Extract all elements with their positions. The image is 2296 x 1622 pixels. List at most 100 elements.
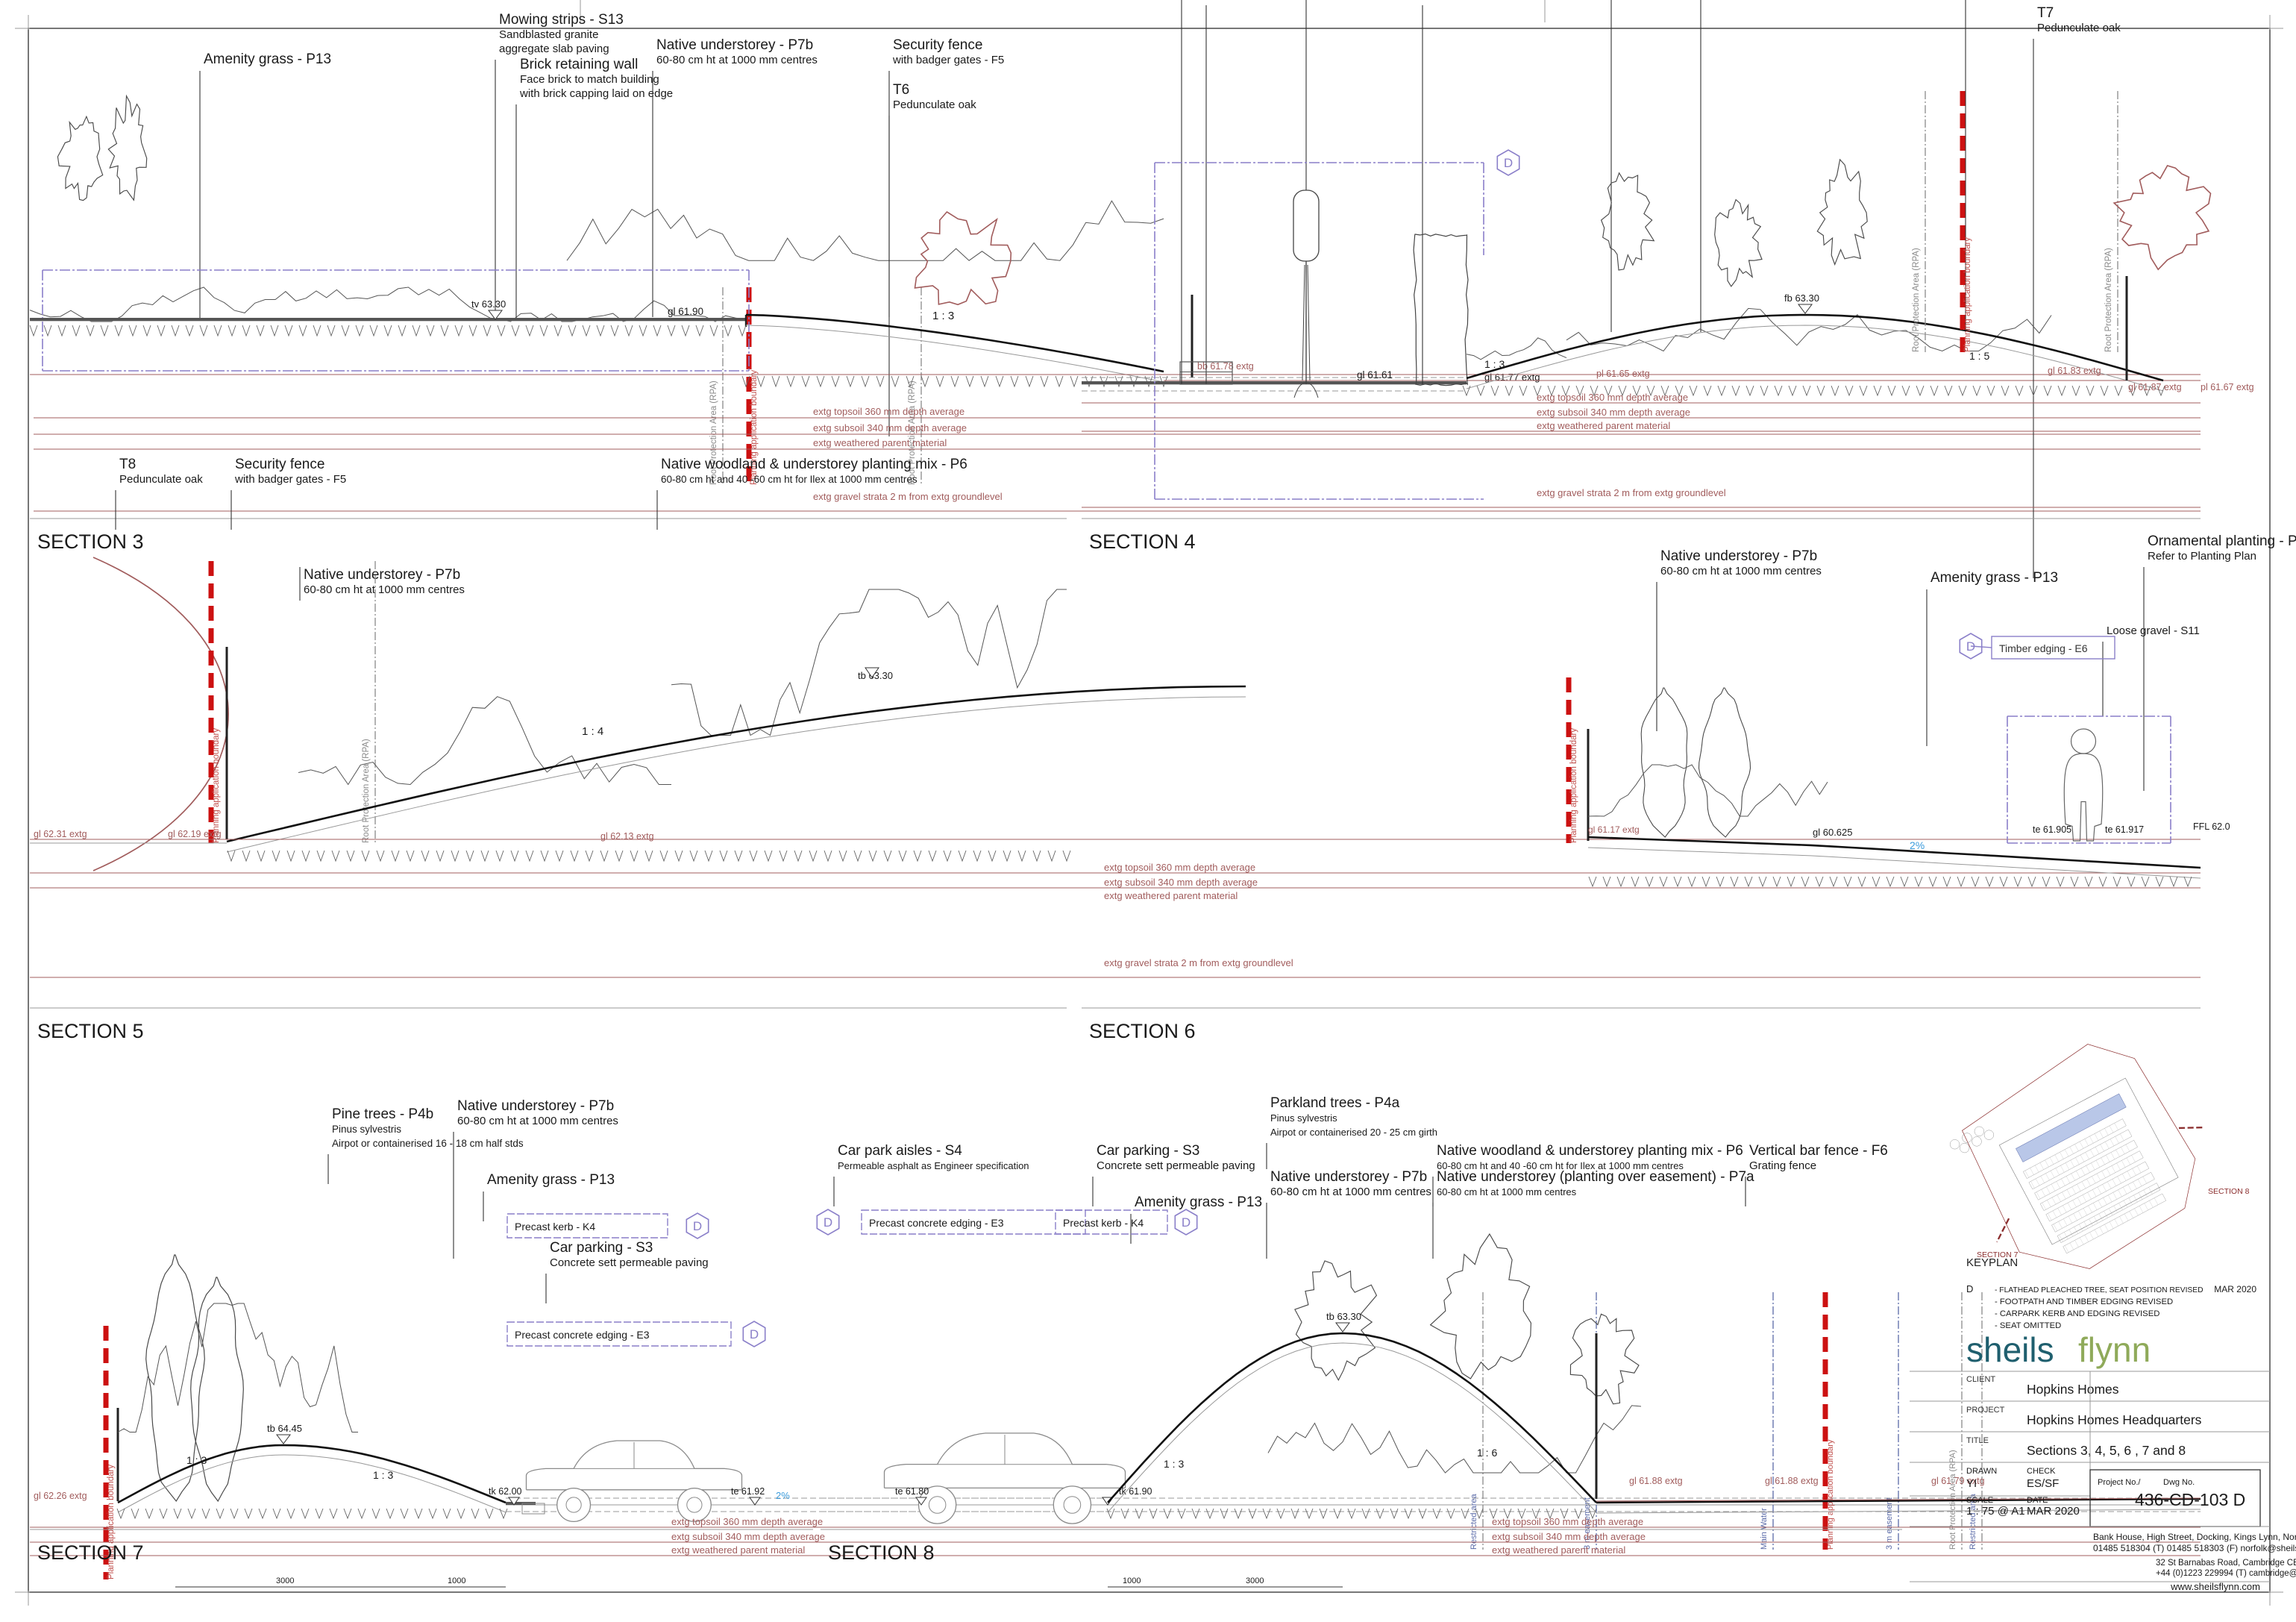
svg-text:SECTION 8: SECTION 8	[828, 1541, 935, 1564]
svg-text:60-80 cm ht and 40 -60 cm ht f: 60-80 cm ht and 40 -60 cm ht for Ilex at…	[661, 474, 918, 485]
svg-text:Ornamental planting - P9: Ornamental planting - P9	[2148, 533, 2296, 549]
svg-text:Root Protection Area (RPA): Root Protection Area (RPA)	[2104, 248, 2113, 352]
svg-text:Pedunculate oak: Pedunculate oak	[2037, 22, 2121, 34]
svg-text:Native understorey (planting o: Native understorey (planting over easeme…	[1437, 1169, 1754, 1185]
svg-text:1 : 3: 1 : 3	[1484, 358, 1505, 370]
svg-text:Pine trees - P4b: Pine trees - P4b	[332, 1106, 433, 1122]
svg-text:with badger gates - F5: with badger gates - F5	[892, 54, 1004, 66]
svg-text:extg topsoil 360 mm depth aver: extg topsoil 360 mm depth average	[813, 406, 964, 417]
svg-text:Concrete sett permeable paving: Concrete sett permeable paving	[550, 1256, 709, 1269]
svg-text:gl 61.88 extg: gl 61.88 extg	[1765, 1476, 1819, 1486]
svg-text:Hopkins Homes: Hopkins Homes	[2027, 1382, 2119, 1397]
svg-text:SECTION 4: SECTION 4	[1089, 530, 1196, 553]
svg-text:Root Protection Area (RPA): Root Protection Area (RPA)	[362, 739, 371, 843]
svg-text:Face brick to match building: Face brick to match building	[520, 73, 659, 86]
svg-text:gl 62.13 extg: gl 62.13 extg	[600, 831, 654, 842]
svg-text:flynn: flynn	[2078, 1330, 2151, 1369]
svg-text:te 61.905: te 61.905	[2033, 824, 2071, 835]
svg-text:Car park aisles - S4: Car park aisles - S4	[838, 1143, 962, 1159]
svg-text:www.sheilsflynn.com: www.sheilsflynn.com	[2170, 1581, 2260, 1592]
svg-text:pl 61.67 extg: pl 61.67 extg	[2201, 382, 2254, 392]
svg-text:TITLE: TITLE	[1966, 1436, 1989, 1445]
svg-text:1 : 6: 1 : 6	[1477, 1447, 1497, 1459]
svg-text:Planning application boundary: Planning application boundary	[1963, 237, 1972, 352]
svg-text:D: D	[1504, 156, 1513, 170]
svg-text:SCALE: SCALE	[1966, 1496, 1993, 1505]
svg-text:Car parking - S3: Car parking - S3	[550, 1240, 653, 1256]
svg-text:1 : 75 @ A1: 1 : 75 @ A1	[1966, 1505, 2025, 1518]
svg-text:pl 61.65 extg: pl 61.65 extg	[1596, 369, 1650, 379]
svg-text:Pinus sylvestris: Pinus sylvestris	[1270, 1112, 1337, 1124]
svg-text:Sections 3, 4, 5, 6 , 7 and 8: Sections 3, 4, 5, 6 , 7 and 8	[2027, 1443, 2186, 1458]
svg-text:MAR 2020: MAR 2020	[2027, 1505, 2080, 1518]
svg-text:gl 62.31 extg: gl 62.31 extg	[34, 829, 87, 839]
svg-text:te 61.80: te 61.80	[895, 1486, 929, 1497]
svg-text:Native understorey - P7b: Native understorey - P7b	[304, 567, 460, 583]
svg-text:SECTION 7: SECTION 7	[37, 1541, 144, 1564]
svg-text:gl 60.625: gl 60.625	[1813, 827, 1853, 838]
svg-text:extg subsoil 340 mm depth aver: extg subsoil 340 mm depth average	[1492, 1531, 1646, 1542]
svg-text:D: D	[1182, 1215, 1191, 1230]
svg-text:Restricted area: Restricted area	[1469, 1494, 1478, 1550]
svg-text:T8: T8	[119, 457, 136, 472]
svg-text:60-80 cm ht at 1000 mm centres: 60-80 cm ht at 1000 mm centres	[1437, 1186, 1577, 1197]
svg-text:Native woodland & understorey: Native woodland & understorey planting m…	[661, 457, 967, 472]
svg-text:aggregate slab paving: aggregate slab paving	[499, 43, 609, 55]
svg-text:D: D	[693, 1219, 702, 1233]
svg-text:with badger gates - F5: with badger gates - F5	[234, 473, 346, 486]
svg-text:KEYPLAN: KEYPLAN	[1966, 1256, 2018, 1269]
svg-text:- FLATHEAD PLEACHED TREE, SEAT: - FLATHEAD PLEACHED TREE, SEAT POSITION …	[1995, 1286, 2204, 1294]
svg-text:Amenity grass - P13: Amenity grass - P13	[204, 51, 331, 67]
svg-text:extg topsoil 360 mm depth aver: extg topsoil 360 mm depth average	[671, 1516, 823, 1527]
svg-text:Native understorey - P7b: Native understorey - P7b	[457, 1098, 614, 1114]
svg-text:32 St Barnabas Road, Cambridge: 32 St Barnabas Road, Cambridge CB1 2DZ	[2156, 1559, 2296, 1568]
svg-text:Native understorey - P7b: Native understorey - P7b	[1270, 1169, 1427, 1185]
svg-text:+44 (0)1223 229994 (T) cambr: +44 (0)1223 229994 (T) cambridge@sheilsf…	[2156, 1569, 2296, 1578]
svg-text:- CARPARK KERB AND EDGING REVI: - CARPARK KERB AND EDGING REVISED	[1995, 1309, 2159, 1318]
svg-text:tv 63.30: tv 63.30	[471, 298, 506, 310]
svg-text:D: D	[750, 1327, 759, 1341]
svg-text:Airpot or containerised 20 - 2: Airpot or containerised 20 - 25 cm girth	[1270, 1127, 1437, 1138]
svg-text:Ilex aquifolium Alaska: Ilex aquifolium Alaska	[1426, 0, 1534, 1]
svg-text:Mowing strips - S13: Mowing strips - S13	[499, 12, 624, 28]
svg-text:Planning application boundary: Planning application boundary	[212, 728, 221, 843]
svg-text:D: D	[1966, 1283, 1973, 1294]
svg-text:Security fence: Security fence	[235, 457, 324, 472]
svg-text:1 : 3: 1 : 3	[373, 1469, 393, 1481]
svg-text:Precast kerb - K4: Precast kerb - K4	[515, 1221, 595, 1233]
svg-text:SECTION 8: SECTION 8	[2208, 1187, 2250, 1196]
svg-text:Native woodland & understorey: Native woodland & understorey planting m…	[1437, 1143, 1743, 1159]
svg-text:1 : 5: 1 : 5	[1969, 350, 1989, 362]
svg-text:extg subsoil 340 mm depth aver: extg subsoil 340 mm depth average	[1104, 877, 1258, 888]
svg-text:gl 61.17 extg: gl 61.17 extg	[1588, 824, 1640, 835]
svg-text:Car parking - S3: Car parking - S3	[1097, 1143, 1199, 1159]
svg-text:T7: T7	[2037, 5, 2054, 21]
svg-text:Limestone seating: Limestone seating	[1210, 0, 1301, 1]
svg-text:Refer to Planting Plan: Refer to Planting Plan	[2148, 550, 2256, 563]
svg-text:Timber edging - E6: Timber edging - E6	[1999, 642, 2088, 654]
svg-text:gl 61.88 extg: gl 61.88 extg	[1629, 1476, 1683, 1486]
svg-text:- SEAT OMITTED: - SEAT OMITTED	[1995, 1321, 2061, 1330]
svg-text:1 : 3: 1 : 3	[186, 1454, 207, 1466]
svg-text:1 : 3: 1 : 3	[932, 310, 954, 322]
svg-text:Amenity grass - P13: Amenity grass - P13	[1930, 570, 2058, 586]
svg-text:MAR 2020: MAR 2020	[2214, 1284, 2256, 1294]
svg-text:gl 62.19 extg: gl 62.19 extg	[168, 829, 222, 839]
svg-text:bb 61.78 extg: bb 61.78 extg	[1197, 361, 1254, 372]
svg-text:gl 61.87 extg: gl 61.87 extg	[2128, 382, 2182, 392]
svg-text:2%: 2%	[1910, 839, 1925, 851]
svg-text:gl 62.26 extg: gl 62.26 extg	[34, 1491, 87, 1501]
svg-text:Loose gravel - S11: Loose gravel - S11	[2107, 624, 2200, 637]
svg-text:Amenity grass - P13: Amenity grass - P13	[1135, 1194, 1262, 1210]
svg-text:60-80 cm ht at 1000 mm centres: 60-80 cm ht at 1000 mm centres	[656, 54, 818, 66]
svg-text:Pinus sylvestris: Pinus sylvestris	[332, 1124, 401, 1135]
svg-text:ES/SF: ES/SF	[2027, 1477, 2059, 1490]
svg-text:FFL 62.0: FFL 62.0	[2193, 821, 2230, 832]
svg-text:Dwg No.: Dwg No.	[2163, 1478, 2195, 1487]
svg-text:sheils: sheils	[1966, 1330, 2054, 1369]
svg-text:Pedunculate oak: Pedunculate oak	[119, 473, 203, 486]
svg-text:extg weathered parent material: extg weathered parent material	[1492, 1544, 1625, 1556]
svg-text:Amenity grass - P13: Amenity grass - P13	[487, 1172, 615, 1188]
svg-text:DATE: DATE	[2027, 1496, 2048, 1505]
svg-text:extg subsoil 340 mm depth aver: extg subsoil 340 mm depth average	[813, 422, 967, 433]
